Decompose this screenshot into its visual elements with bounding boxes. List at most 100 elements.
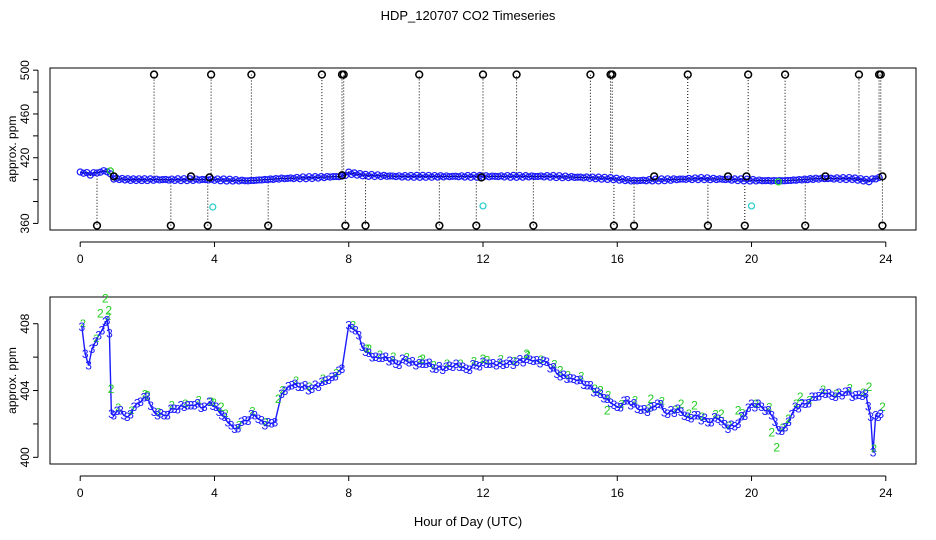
series-3-marker: 3 bbox=[335, 364, 342, 378]
series-3-marker: 3 bbox=[228, 418, 235, 432]
series-2-marker: 2 bbox=[879, 400, 886, 414]
series-3-marker: 3 bbox=[376, 351, 383, 365]
series-3-marker: 3 bbox=[147, 399, 154, 413]
series-line bbox=[81, 318, 882, 453]
series-3-marker: 3 bbox=[231, 422, 238, 436]
series-3-marker: 3 bbox=[721, 417, 728, 431]
data-point-cyan bbox=[747, 202, 756, 210]
series-3-marker: 3 bbox=[748, 397, 755, 411]
series-3-marker: 3 bbox=[621, 394, 628, 408]
series-3-marker: 3 bbox=[99, 323, 106, 337]
series-3-marker: 3 bbox=[802, 397, 809, 411]
data-point-green bbox=[774, 178, 782, 186]
series-3-marker: 3 bbox=[453, 357, 460, 371]
series-3-marker: 3 bbox=[251, 409, 258, 423]
series-3-marker: 3 bbox=[151, 405, 158, 419]
series-3-marker: 3 bbox=[209, 399, 216, 413]
series-3-marker: 3 bbox=[752, 400, 759, 414]
outlier-high bbox=[780, 70, 790, 79]
outlier-high bbox=[586, 70, 595, 79]
series-2-marker: 2 bbox=[565, 370, 571, 382]
series-3-marker: 3 bbox=[533, 353, 540, 367]
series-3-marker: 3 bbox=[181, 400, 188, 414]
y-axis-label: approx. ppm bbox=[5, 116, 19, 183]
series-2-marker: 2 bbox=[390, 351, 396, 363]
series-2-marker: 2 bbox=[833, 388, 839, 400]
series-3-marker: 3 bbox=[785, 415, 792, 429]
series-3-marker: 3 bbox=[812, 390, 819, 404]
series-3-marker: 3 bbox=[194, 397, 201, 411]
series-3-marker: 3 bbox=[268, 416, 275, 430]
series-2-marker: 2 bbox=[578, 371, 584, 383]
series-3-marker: 3 bbox=[265, 416, 272, 430]
outlier-low bbox=[801, 221, 810, 230]
series-3-marker: 3 bbox=[611, 398, 618, 412]
series-3-marker: 3 bbox=[661, 405, 668, 419]
series-3-marker: 3 bbox=[523, 352, 530, 366]
series-3-marker: 3 bbox=[517, 353, 524, 367]
series-2-marker: 2 bbox=[632, 394, 638, 406]
x-tick-label: 16 bbox=[611, 252, 625, 266]
series-3-marker: 3 bbox=[245, 414, 252, 428]
series-3-marker: 3 bbox=[604, 392, 611, 406]
series-2-marker: 2 bbox=[236, 419, 242, 431]
outlier-mid bbox=[821, 172, 830, 181]
series-3-marker: 3 bbox=[409, 355, 416, 369]
series-3-marker: 3 bbox=[694, 409, 701, 423]
series-3-marker: 3 bbox=[235, 422, 242, 436]
outlier-low bbox=[435, 221, 444, 230]
series-3-marker: 3 bbox=[114, 404, 121, 418]
series-3-marker: 3 bbox=[466, 363, 473, 377]
series-3-marker: 3 bbox=[540, 354, 547, 368]
series-3-marker: 3 bbox=[867, 410, 874, 424]
series-3-marker: 3 bbox=[106, 327, 113, 341]
series-3-marker: 3 bbox=[261, 419, 268, 433]
series-2-marker: 2 bbox=[847, 382, 853, 394]
series-2-marker: 2 bbox=[785, 412, 792, 426]
series-3-marker: 3 bbox=[82, 347, 89, 361]
series-3-marker: 3 bbox=[319, 375, 326, 389]
series-2-marker: 2 bbox=[739, 407, 745, 419]
series-3-marker: 3 bbox=[463, 362, 470, 376]
series-2-marker: 2 bbox=[525, 350, 531, 362]
outlier-low bbox=[529, 221, 538, 230]
x-tick-label: 16 bbox=[611, 486, 625, 500]
series-3-marker: 3 bbox=[644, 405, 651, 419]
series-2-marker: 2 bbox=[293, 375, 299, 387]
series-3-marker: 3 bbox=[560, 368, 567, 382]
series-2-marker: 2 bbox=[713, 408, 719, 420]
series-3-marker: 3 bbox=[248, 408, 255, 422]
series-3-marker: 3 bbox=[308, 382, 315, 396]
series-3-marker: 3 bbox=[302, 378, 309, 392]
series-3-marker: 3 bbox=[399, 352, 406, 366]
series-3-marker: 3 bbox=[614, 400, 621, 414]
series-3-marker: 3 bbox=[842, 385, 849, 399]
series-3-marker: 3 bbox=[688, 412, 695, 426]
x-tick-label: 8 bbox=[345, 486, 352, 500]
series-3-marker: 3 bbox=[292, 377, 299, 391]
series-2-marker: 2 bbox=[80, 318, 86, 330]
series-3-marker: 3 bbox=[423, 357, 430, 371]
series-3-marker: 3 bbox=[587, 379, 594, 393]
series-2-marker: 2 bbox=[686, 408, 692, 420]
series-3-marker: 3 bbox=[862, 387, 869, 401]
x-axis-label: Hour of Day (UTC) bbox=[413, 514, 523, 529]
outlier-high bbox=[608, 70, 617, 79]
series-2-marker: 2 bbox=[592, 383, 598, 395]
series-2-marker: 2 bbox=[196, 395, 202, 407]
outlier-mid bbox=[650, 172, 659, 181]
series-3-marker: 3 bbox=[846, 385, 853, 399]
series-3-marker: 3 bbox=[282, 384, 289, 398]
series-2-marker: 2 bbox=[169, 400, 175, 412]
series-3-marker: 3 bbox=[809, 390, 816, 404]
series-3-marker: 3 bbox=[131, 400, 138, 414]
data-point bbox=[79, 169, 88, 177]
series-3-marker: 3 bbox=[647, 401, 654, 415]
series-3-marker: 3 bbox=[822, 387, 829, 401]
outlier-mid bbox=[186, 172, 196, 181]
x-tick-label: 20 bbox=[745, 486, 759, 500]
series-2-marker: 2 bbox=[511, 356, 517, 368]
series-3-marker: 3 bbox=[600, 392, 607, 406]
series-3-marker: 3 bbox=[127, 407, 134, 421]
